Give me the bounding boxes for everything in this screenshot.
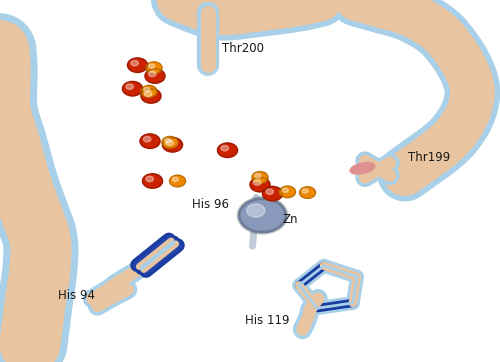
Circle shape [262, 186, 282, 201]
Circle shape [252, 172, 268, 183]
Circle shape [238, 198, 286, 233]
Circle shape [162, 136, 178, 148]
Circle shape [126, 84, 134, 89]
Circle shape [170, 175, 186, 187]
Circle shape [142, 174, 163, 188]
Circle shape [141, 85, 157, 97]
Text: His 94: His 94 [58, 289, 94, 302]
Text: His 119: His 119 [245, 314, 290, 327]
Text: Thr199: Thr199 [408, 151, 450, 164]
Circle shape [280, 186, 295, 198]
Circle shape [266, 189, 274, 194]
Circle shape [131, 60, 138, 66]
Circle shape [146, 62, 162, 73]
Circle shape [250, 177, 270, 192]
Circle shape [172, 177, 178, 182]
Circle shape [122, 81, 142, 96]
Circle shape [218, 143, 238, 157]
Ellipse shape [350, 163, 375, 174]
Circle shape [148, 64, 155, 68]
Text: Thr200: Thr200 [222, 42, 264, 55]
Circle shape [144, 87, 150, 92]
Circle shape [302, 189, 308, 193]
Circle shape [128, 58, 148, 72]
Circle shape [148, 71, 156, 77]
Circle shape [254, 180, 261, 185]
Circle shape [300, 187, 316, 198]
Circle shape [144, 136, 151, 142]
Circle shape [166, 140, 173, 146]
Text: His 96: His 96 [192, 198, 230, 211]
Circle shape [164, 138, 171, 143]
Circle shape [221, 146, 228, 151]
Circle shape [282, 188, 288, 193]
Circle shape [146, 176, 154, 182]
Circle shape [145, 69, 165, 83]
Circle shape [140, 134, 160, 148]
Circle shape [162, 138, 182, 152]
Circle shape [254, 173, 261, 178]
Circle shape [144, 91, 152, 97]
Ellipse shape [250, 201, 260, 219]
Circle shape [246, 204, 265, 217]
Circle shape [141, 89, 161, 103]
Text: Zn: Zn [282, 212, 298, 226]
